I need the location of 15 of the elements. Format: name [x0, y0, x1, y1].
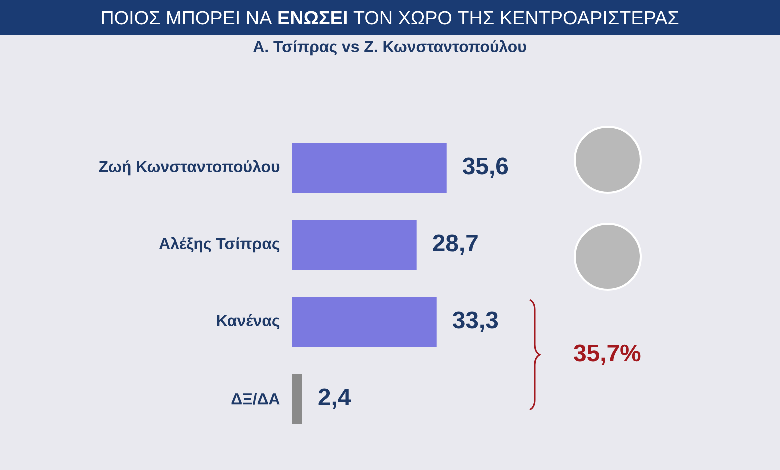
y-tick-label: Αλέξης Τσίπρας: [159, 237, 280, 253]
chart-subtitle: Α. Τσίπρας vs Ζ. Κωνσταντοπούλου: [254, 40, 526, 56]
data-label: 2,4: [318, 388, 352, 410]
y-tick-label: ΔΞ/ΔΑ: [232, 393, 280, 405]
data-label: 28,7: [433, 234, 478, 256]
y-tick-label: Ζωή Κωνσταντοπούλου: [99, 160, 280, 176]
text: 35,7%: [574, 344, 641, 366]
data-label: 35,6: [462, 158, 508, 178]
chart-title: ΠΟΙΟΣ ΜΠΟΡΕΙ ΝΑ ΕΝΩΣΕΙ ΤΟΝ ΧΩΡΟ ΤΗΣ ΚΕΝΤΡΟΑΡΙΣΤΕΡΑΣ: [102, 11, 679, 25]
y-tick-label: Κανένας: [217, 314, 280, 330]
bar: [292, 220, 417, 270]
data-label: 33,3: [452, 312, 498, 332]
bar: [292, 296, 437, 347]
bar: [292, 374, 302, 424]
bar: [292, 142, 447, 193]
